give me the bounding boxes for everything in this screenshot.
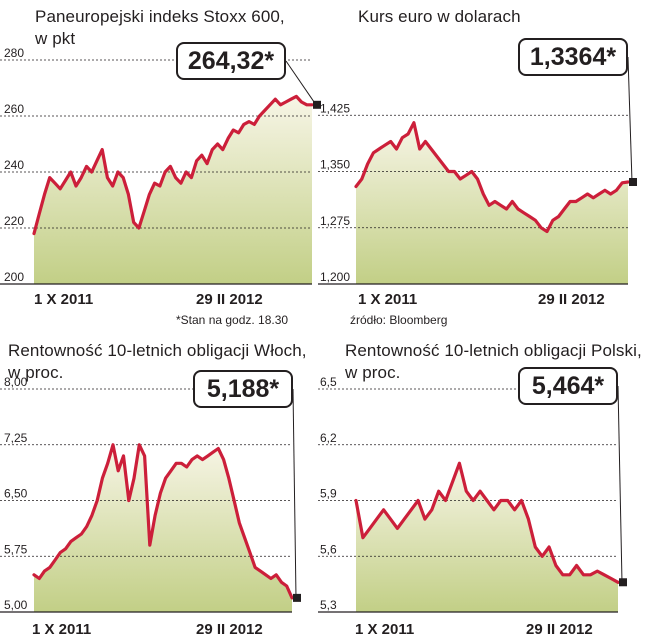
- chart3-subtitle: w proc.: [8, 363, 64, 382]
- source-note: źródło: Bloomberg: [350, 313, 448, 327]
- chart1-xtick-label: 29 II 2012: [196, 291, 263, 308]
- chart1-end-marker: [313, 100, 321, 109]
- chart4-title-line1: Rentowność 10-letnich obligacji Polski,: [345, 341, 642, 360]
- chart3-end-marker: [293, 593, 301, 602]
- chart1-ytick-label: 220: [4, 214, 24, 228]
- chart3-title-line1: Rentowność 10-letnich obligacji Włoch,: [8, 341, 307, 360]
- time-note: *Stan na godz. 18.30: [176, 313, 289, 327]
- chart2-area: [356, 122, 628, 284]
- chart3-series-line: [32, 443, 294, 600]
- chart2-ytick-label: 1,350: [320, 158, 350, 172]
- chart3-ytick-label: 5,00: [4, 598, 28, 612]
- chart2-title-line1: Kurs euro w dolarach: [358, 7, 521, 26]
- chart1-series-line: [32, 94, 314, 236]
- chart3-xtick-label: 29 II 2012: [196, 621, 263, 638]
- chart3-callout-leader: [292, 388, 297, 598]
- chart1-value-callout: 264,32*: [176, 42, 286, 80]
- chart3-xtick-label: 1 X 2011: [32, 621, 91, 638]
- chart3-ytick-label: 8,00: [4, 375, 28, 389]
- chart4-value-callout: 5,464*: [518, 367, 618, 405]
- chart4-xtick-label: 1 X 2011: [355, 621, 414, 638]
- chart2-ytick-label: 1,200: [320, 270, 350, 284]
- chart2-series-line: [354, 121, 630, 234]
- chart4-callout-leader: [617, 385, 623, 583]
- chart2-ytick-label: 1,275: [320, 214, 350, 228]
- chart4-area: [356, 463, 618, 612]
- chart3-ytick-label: 7,25: [4, 431, 28, 445]
- chart3-title: Rentowność 10-letnich obligacji Włoch, w…: [8, 340, 307, 384]
- chart4-end-marker: [619, 578, 627, 587]
- chart1-callout-leader: [285, 60, 317, 106]
- chart3-ytick-label: 5,75: [4, 542, 28, 556]
- chart4-xtick-label: 29 II 2012: [526, 621, 593, 638]
- chart1-subtitle: w pkt: [35, 29, 76, 48]
- chart4-series-line: [354, 461, 620, 584]
- chart1-ytick-label: 200: [4, 270, 24, 284]
- chart4-ytick-label: 6,5: [320, 375, 337, 389]
- chart4-title: Rentowność 10-letnich obligacji Polski, …: [345, 340, 642, 384]
- chart1-ytick-label: 260: [4, 102, 24, 116]
- chart1-ytick-label: 240: [4, 158, 24, 172]
- chart3-area: [34, 444, 292, 612]
- chart2-ytick-label: 1,425: [320, 101, 350, 115]
- chart1-title-line1: Paneuropejski indeks Stoxx 600,: [35, 7, 285, 26]
- chart1-title: Paneuropejski indeks Stoxx 600, w pkt: [35, 6, 285, 50]
- chart2-xtick-label: 1 X 2011: [358, 291, 417, 308]
- chart2-xtick-label: 29 II 2012: [538, 291, 605, 308]
- chart2-end-marker: [629, 178, 637, 186]
- chart4-ytick-label: 5,3: [320, 598, 337, 612]
- chart3-ytick-label: 6,50: [4, 487, 28, 501]
- chart4-ytick-label: 6,2: [320, 431, 337, 445]
- chart2-callout-leader: [627, 56, 633, 183]
- chart2-value-callout: 1,3364*: [518, 38, 628, 76]
- chart4-ytick-label: 5,9: [320, 487, 337, 501]
- chart1-ytick-label: 280: [4, 46, 24, 60]
- chart1-area: [34, 96, 312, 285]
- chart4-subtitle: w proc.: [345, 363, 401, 382]
- chart3-value-callout: 5,188*: [193, 370, 293, 408]
- chart4-ytick-label: 5,6: [320, 542, 337, 556]
- chart2-title: Kurs euro w dolarach: [358, 6, 521, 28]
- chart1-xtick-label: 1 X 2011: [34, 291, 93, 308]
